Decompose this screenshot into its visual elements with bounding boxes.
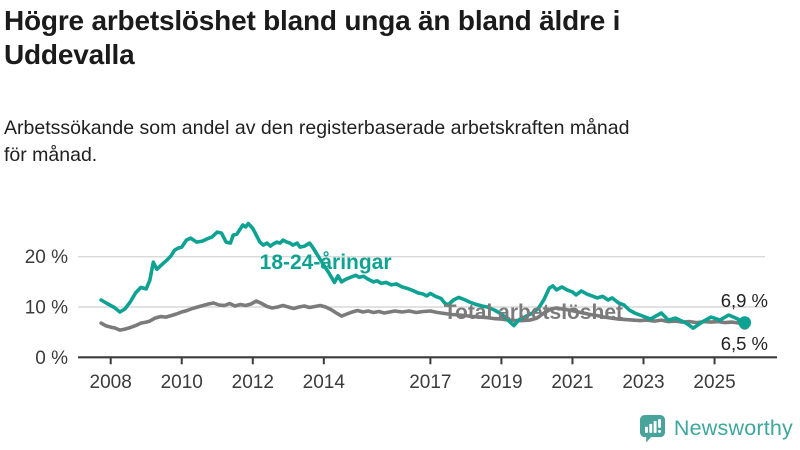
newsworthy-logo: Newsworthy <box>639 414 793 443</box>
title-line-2: Uddevalla <box>4 38 135 70</box>
end-value-label-total: 6,5 % <box>721 333 768 354</box>
series-line-total <box>99 299 747 332</box>
x-tick-label: 2017 <box>409 372 451 393</box>
y-tick-label: 10 % <box>25 298 68 319</box>
subtitle-line-2: för månad. <box>4 144 98 167</box>
y-tick-label: 20 % <box>25 247 68 268</box>
series-label-youth: 18-24-åringar <box>260 251 392 274</box>
end-value-label-youth: 6,9 % <box>721 290 768 311</box>
x-tick-label: 2021 <box>551 372 593 393</box>
bar-chart-speech-bubble-icon <box>639 415 665 443</box>
page-title: Högre arbetslöshet bland unga än bland ä… <box>4 4 784 71</box>
x-tick-label: 2019 <box>480 372 522 393</box>
x-tick-label: 2012 <box>232 372 274 393</box>
series-endpoint-youth <box>738 316 752 329</box>
x-tick-label: 2025 <box>693 372 735 393</box>
chart-subtitle: Arbetssökande som andel av den registerb… <box>4 115 764 170</box>
x-tick-label: 2014 <box>303 372 346 393</box>
series-line-youth <box>99 221 747 330</box>
subtitle-line-1: Arbetssökande som andel av den registerb… <box>4 117 630 139</box>
series-label-total: Total arbetslöshet <box>444 301 623 324</box>
x-tick-label: 2010 <box>161 372 203 393</box>
newsworthy-logo-text: Newsworthy <box>673 416 793 440</box>
x-tick-label: 2023 <box>622 372 664 393</box>
x-tick-label: 2008 <box>90 372 132 393</box>
y-tick-label: 0 % <box>35 348 68 369</box>
title-line-1: Högre arbetslöshet bland unga än bland ä… <box>4 5 621 36</box>
